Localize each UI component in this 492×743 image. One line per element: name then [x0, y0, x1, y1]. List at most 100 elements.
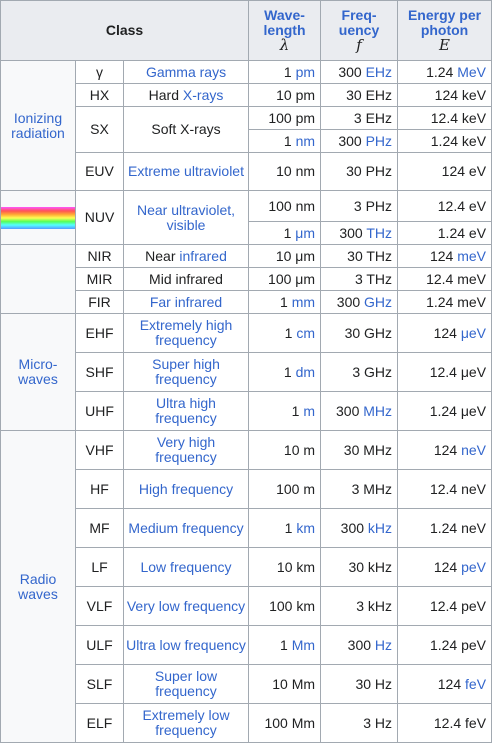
- wavelength-cell: 1 mm: [248, 290, 322, 314]
- unit-link[interactable]: PHz: [365, 132, 393, 149]
- band-code: ELF: [75, 703, 124, 743]
- group-empty: [0, 244, 76, 314]
- frequency-cell: 30 Hz: [320, 664, 399, 704]
- band-code: HF: [75, 469, 124, 509]
- energy-cell: 1.24 neV: [397, 508, 492, 548]
- wavelength-cell: 10 pm: [248, 83, 322, 107]
- unit-link[interactable]: μeV: [460, 324, 487, 341]
- unit-link[interactable]: μm: [295, 224, 316, 241]
- unit-link[interactable]: dm: [295, 363, 316, 380]
- band-code: SHF: [75, 352, 124, 392]
- band-name-link[interactable]: infrared: [179, 247, 227, 264]
- wavelength-cell: 10 Mm: [248, 664, 322, 704]
- wavelength-header-label[interactable]: Wave-length: [263, 7, 306, 38]
- frequency-cell: 3 Hz: [320, 703, 399, 743]
- energy-cell: 1.24 keV: [397, 129, 492, 153]
- unit-link[interactable]: cm: [296, 324, 316, 341]
- energy-cell: 124 neV: [397, 430, 492, 470]
- band-code: UHF: [75, 391, 124, 431]
- band-name-link[interactable]: Far infrared: [122, 290, 250, 314]
- band-name-link[interactable]: Near ultraviolet, visible: [122, 190, 250, 245]
- band-name-link[interactable]: Gamma rays: [122, 60, 250, 84]
- band-code: γ: [75, 60, 124, 84]
- band-name-link[interactable]: Medium frequency: [122, 508, 250, 548]
- band-code: NIR: [75, 244, 124, 268]
- wavelength-header: Wave-length λ: [248, 0, 322, 61]
- wavelength-cell: 1 nm: [248, 129, 322, 153]
- unit-link[interactable]: MeV: [457, 63, 487, 80]
- band-code: ULF: [75, 625, 124, 665]
- rainbow-gradient: [1, 206, 75, 229]
- band-name-link[interactable]: Ultra low frequency: [122, 625, 250, 665]
- wavelength-cell: 100 μm: [248, 267, 322, 291]
- frequency-header-label[interactable]: Freq-uency: [338, 7, 380, 38]
- unit-link[interactable]: neV: [461, 441, 487, 458]
- band-name-link[interactable]: Low frequency: [122, 547, 250, 587]
- band-name-link[interactable]: Extreme ultraviolet: [122, 152, 250, 191]
- energy-cell: 124 peV: [397, 547, 492, 587]
- wavelength-cell: 1 m: [248, 391, 322, 431]
- band-name: Near infrared: [122, 244, 250, 268]
- band-name-link[interactable]: Extremely low frequency: [122, 703, 250, 743]
- table-row: Micro-waves EHF Extremely high frequency…: [0, 313, 492, 431]
- unit-link[interactable]: m: [303, 402, 316, 419]
- band-code: EHF: [75, 313, 124, 353]
- band-name-link[interactable]: Ultra high frequency: [122, 391, 250, 431]
- unit-link[interactable]: nm: [295, 132, 316, 149]
- band-name-link[interactable]: High frequency: [122, 469, 250, 509]
- unit-link[interactable]: MHz: [363, 402, 393, 419]
- band-code: SX: [75, 106, 124, 153]
- frequency-symbol: f: [356, 36, 362, 54]
- frequency-cell: 30 MHz: [320, 430, 399, 470]
- wavelength-cell: 1 pm: [248, 60, 322, 84]
- unit-link[interactable]: pm: [295, 63, 316, 80]
- frequency-cell: 3 MHz: [320, 469, 399, 509]
- frequency-cell: 3 kHz: [320, 586, 399, 626]
- unit-link[interactable]: GHz: [364, 293, 393, 310]
- band-name-link[interactable]: Super low frequency: [122, 664, 250, 704]
- energy-header-label[interactable]: Energy per photon: [407, 7, 482, 38]
- unit-link[interactable]: Hz: [374, 636, 393, 653]
- energy-cell: 12.4 peV: [397, 586, 492, 626]
- table-row: FIR Far infrared 1 mm 300 GHz 1.24 meV: [1, 290, 492, 314]
- unit-link[interactable]: EHz: [365, 63, 393, 80]
- class-header: Class: [0, 0, 250, 61]
- unit-link[interactable]: peV: [461, 558, 487, 575]
- band-name-link[interactable]: Super high frequency: [122, 352, 250, 392]
- table-row: NIR Near infrared 10 μm 30 THz 124 meV: [0, 244, 492, 314]
- table-row: Ionizing radiation γ Gamma rays 1 pm 300…: [0, 60, 492, 191]
- unit-link[interactable]: feV: [465, 675, 487, 692]
- wavelength-cell: 1 cm: [248, 313, 322, 353]
- band-name-link[interactable]: Very high frequency: [122, 430, 250, 470]
- table-row: 1 nm 300 PHz 1.24 keV: [1, 129, 492, 153]
- band-name-link[interactable]: Very low frequency: [122, 586, 250, 626]
- energy-cell: 1.24 meV: [397, 290, 492, 314]
- wavelength-cell: 1 Mm: [248, 625, 322, 665]
- frequency-cell: 30 kHz: [320, 547, 399, 587]
- unit-link[interactable]: mm: [291, 293, 316, 310]
- frequency-cell: 30 EHz: [320, 83, 399, 107]
- unit-link[interactable]: THz: [366, 224, 393, 241]
- group-radio-waves[interactable]: Radio waves: [0, 430, 76, 743]
- band-name-link[interactable]: Extremely high frequency: [122, 313, 250, 353]
- unit-link[interactable]: kHz: [367, 519, 393, 536]
- frequency-cell: 30 GHz: [320, 313, 399, 353]
- unit-link[interactable]: meV: [457, 247, 487, 264]
- band-code: MF: [75, 508, 124, 548]
- wavelength-cell: 10 km: [248, 547, 322, 587]
- group-ionizing-radiation[interactable]: Ionizing radiation: [0, 60, 76, 191]
- table-row: UHF Ultra high frequency 1 m 300 MHz 1.2…: [1, 391, 492, 431]
- band-code: HX: [75, 83, 124, 107]
- energy-cell: 12.4 eV: [397, 190, 492, 222]
- unit-link[interactable]: km: [296, 519, 316, 536]
- frequency-cell: 3 THz: [320, 267, 399, 291]
- band-code: EUV: [75, 152, 124, 191]
- wavelength-cell: 100 Mm: [248, 703, 322, 743]
- band-code: VHF: [75, 430, 124, 470]
- group-microwaves[interactable]: Micro-waves: [0, 313, 76, 431]
- band-name-link[interactable]: X-rays: [182, 86, 224, 103]
- unit-link[interactable]: Mm: [291, 636, 316, 653]
- table-row: ULF Ultra low frequency 1 Mm 300 Hz 1.24…: [1, 625, 492, 665]
- energy-cell: 1.24 peV: [397, 625, 492, 665]
- visible-spectrum-swatch: [0, 190, 76, 245]
